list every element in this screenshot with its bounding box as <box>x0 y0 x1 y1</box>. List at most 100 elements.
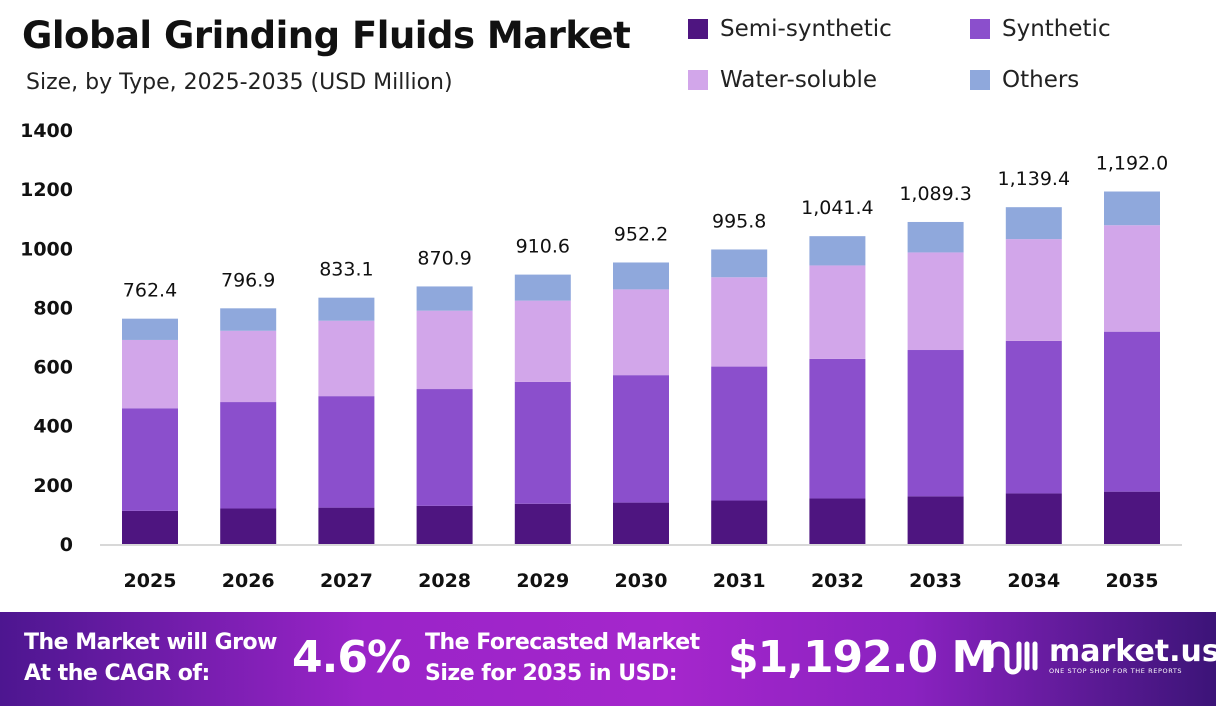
legend-label: Others <box>1002 67 1080 93</box>
logo-tagline: ONE STOP SHOP FOR THE REPORTS <box>1049 667 1183 675</box>
bar-segment-semi-synthetic-2032 <box>809 498 866 544</box>
total-data-label: 1,041.4 <box>801 197 874 219</box>
bar-segment-semi-synthetic-2030 <box>613 502 669 544</box>
bar-segment-water-soluble-2026 <box>220 330 277 403</box>
bar-segment-water-soluble-2032 <box>809 265 866 359</box>
x-tick-label: 2033 <box>909 570 962 592</box>
bar-segment-synthetic-2035 <box>1104 331 1160 492</box>
bar-segment-synthetic-2029 <box>514 381 571 504</box>
total-data-label: 910.6 <box>516 236 570 258</box>
bar-segment-semi-synthetic-2027 <box>318 507 375 544</box>
x-tick-label: 2026 <box>222 570 275 592</box>
bar-segment-others-2027 <box>318 297 375 321</box>
stacked-bar-chart: 0 200 400 600 800 1000 1200 1400 762.4 2025 796.9 2… <box>20 120 1182 592</box>
legend-label: Synthetic <box>1002 16 1111 42</box>
bar-segment-synthetic-2032 <box>809 358 866 499</box>
forecast-value: $1,192.0 M <box>728 632 995 683</box>
bar-segment-others-2028 <box>416 286 473 311</box>
chart-subtitle: Size, by Type, 2025-2035 (USD Million) <box>26 70 453 95</box>
x-tick-label: 2025 <box>124 570 177 592</box>
bar-segment-synthetic-2033 <box>907 350 964 497</box>
bar-segment-others-2034 <box>1005 207 1062 240</box>
x-tick-label: 2032 <box>811 570 864 592</box>
y-tick-label: 1400 <box>20 120 73 142</box>
bar-segment-semi-synthetic-2026 <box>220 508 277 544</box>
total-data-label: 952.2 <box>614 223 668 245</box>
bar-segment-water-soluble-2030 <box>613 289 669 376</box>
bar-segment-others-2025 <box>122 318 178 340</box>
forecast-label-line2: Size for 2035 in USD: <box>425 661 677 686</box>
bar-segment-others-2033 <box>907 221 964 253</box>
bar-segment-others-2026 <box>220 308 277 331</box>
bar-segment-water-soluble-2031 <box>711 277 768 367</box>
legend-item-synthetic: Synthetic <box>970 16 1111 42</box>
y-tick-label: 1200 <box>20 179 73 201</box>
y-tick-label: 400 <box>33 416 73 438</box>
bar-segment-water-soluble-2035 <box>1104 225 1160 332</box>
y-tick-label: 600 <box>33 357 73 379</box>
x-tick-label: 2034 <box>1007 570 1060 592</box>
bar-segment-others-2032 <box>809 236 866 266</box>
total-data-label: 1,089.3 <box>899 183 972 205</box>
cagr-label: The Market will Grow At the CAGR of: <box>24 627 277 689</box>
legend-item-water-soluble: Water-soluble <box>688 67 877 93</box>
bar-segment-synthetic-2026 <box>220 402 277 509</box>
y-tick-label: 800 <box>33 297 73 319</box>
bar-segment-others-2031 <box>711 249 768 278</box>
legend-swatch <box>970 70 990 90</box>
bar-segment-others-2035 <box>1104 191 1160 226</box>
bar-segment-semi-synthetic-2034 <box>1005 493 1062 544</box>
bar-segment-water-soluble-2028 <box>416 310 473 390</box>
bar-segment-synthetic-2034 <box>1005 340 1062 494</box>
logo-icon <box>988 641 1038 675</box>
summary-banner: The Market will Grow At the CAGR of: 4.6… <box>0 612 1216 706</box>
legend-item-semi-synthetic: Semi-synthetic <box>688 16 892 42</box>
bar-segment-semi-synthetic-2035 <box>1104 491 1160 544</box>
forecast-label: The Forecasted Market Size for 2035 in U… <box>425 627 700 689</box>
legend-swatch <box>970 19 990 39</box>
cagr-value: 4.6% <box>292 632 411 683</box>
bar-segment-semi-synthetic-2029 <box>514 503 571 544</box>
bar-segment-synthetic-2025 <box>122 408 178 511</box>
legend-swatch <box>688 70 708 90</box>
bar-segment-water-soluble-2034 <box>1005 239 1062 341</box>
bar-segment-water-soluble-2029 <box>514 300 571 382</box>
bar-segment-semi-synthetic-2031 <box>711 500 768 544</box>
x-tick-label: 2028 <box>418 570 471 592</box>
x-tick-label: 2035 <box>1106 570 1159 592</box>
y-tick-label: 1000 <box>20 238 73 260</box>
cagr-label-line2: At the CAGR of: <box>24 661 210 686</box>
y-tick-label: 200 <box>33 475 73 497</box>
cagr-label-line1: The Market will Grow <box>24 630 277 655</box>
bar-segment-others-2030 <box>613 262 669 290</box>
bar-segment-semi-synthetic-2028 <box>416 505 473 544</box>
bar-segment-others-2029 <box>514 274 571 301</box>
total-data-label: 995.8 <box>712 211 766 233</box>
legend-label: Water-soluble <box>720 67 877 93</box>
forecast-label-line1: The Forecasted Market <box>425 630 700 655</box>
total-data-label: 870.9 <box>417 247 471 269</box>
bar-segment-synthetic-2030 <box>613 375 669 503</box>
bar-segment-water-soluble-2033 <box>907 252 964 351</box>
chart-title: Global Grinding Fluids Market <box>22 14 631 57</box>
total-data-label: 796.9 <box>221 269 275 291</box>
total-data-label: 762.4 <box>123 280 177 302</box>
bar-segment-synthetic-2027 <box>318 396 375 508</box>
legend-item-others: Others <box>970 67 1079 93</box>
legend-swatch <box>688 19 708 39</box>
bar-segment-water-soluble-2027 <box>318 320 375 397</box>
total-data-label: 1,192.0 <box>1096 153 1169 175</box>
x-tick-label: 2029 <box>516 570 569 592</box>
x-tick-label: 2031 <box>713 570 766 592</box>
total-data-label: 1,139.4 <box>998 168 1071 190</box>
x-tick-label: 2030 <box>615 570 668 592</box>
bar-segment-water-soluble-2025 <box>122 339 178 409</box>
legend-label: Semi-synthetic <box>720 16 892 42</box>
bar-segment-semi-synthetic-2033 <box>907 496 964 544</box>
bar-segment-semi-synthetic-2025 <box>122 510 178 544</box>
bar-segment-synthetic-2028 <box>416 389 473 506</box>
bar-segment-synthetic-2031 <box>711 366 768 501</box>
x-tick-label: 2027 <box>320 570 373 592</box>
y-tick-label: 0 <box>60 534 73 556</box>
total-data-label: 833.1 <box>319 259 373 281</box>
